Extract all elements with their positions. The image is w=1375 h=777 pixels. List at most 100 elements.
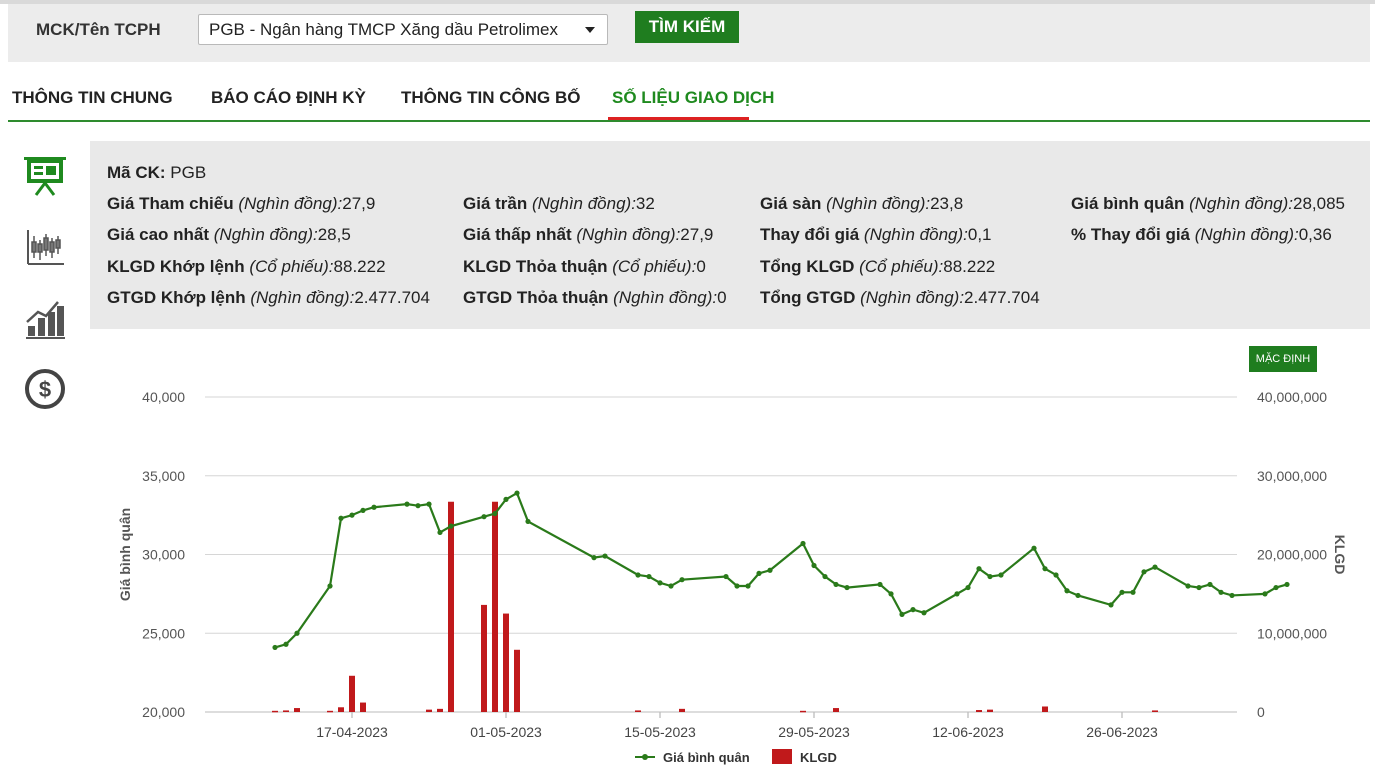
volume-bar [448,501,454,712]
search-button[interactable]: TÌM KIẾM [635,11,739,43]
info-item: % Thay đổi giá (Nghìn đồng):0,36 [1071,225,1332,245]
price-point [800,540,806,547]
y-tick-label-left: 30,000 [142,547,185,563]
price-point [635,572,641,578]
price-point [954,591,960,597]
volume-bar [327,710,333,713]
info-unit: (Nghìn đồng): [613,288,718,307]
price-point [404,501,410,507]
info-unit: (Cổ phiếu): [249,257,334,276]
price-point [338,515,344,521]
info-label: Giá bình quân [1071,194,1190,213]
info-unit: (Nghìn đồng): [860,288,965,307]
info-value: 88.222 [333,257,386,276]
info-label: % Thay đổi giá [1071,225,1195,244]
trading-info-panel: Mã CK: PGB Giá Tham chiếu (Nghìn đồng):2… [90,141,1370,329]
info-item: Giá sàn (Nghìn đồng):23,8 [760,194,963,214]
price-point [976,566,982,572]
price-point [272,644,278,651]
tab-general-info[interactable]: THÔNG TIN CHUNG [12,88,173,107]
info-label: Tổng KLGD [760,257,860,276]
tab-trading-data[interactable]: SỐ LIỆU GIAO DỊCH [612,88,775,107]
price-point [745,583,751,589]
active-tab-indicator [608,117,749,120]
y-tick-label-left: 40,000 [142,389,185,405]
search-bar: MCK/Tên TCPH PGB - Ngân hàng TMCP Xăng d… [8,4,1370,62]
price-line [274,491,1288,649]
x-tick-label: 26-06-2023 [1086,724,1158,740]
info-unit: (Nghìn đồng): [531,194,636,213]
info-item: Giá Tham chiếu (Nghìn đồng):27,9 [107,194,375,214]
info-item: Giá bình quân (Nghìn đồng):28,085 [1071,194,1345,214]
info-item: KLGD Khớp lệnh (Cổ phiếu):88.222 [107,257,386,277]
price-point [877,581,883,588]
info-value: 28,5 [317,225,351,244]
dollar-coin-icon[interactable]: $ [24,368,66,410]
y-tick-label-left: 35,000 [142,468,185,484]
price-volume-chart: 20,000 25,000 30,000 35,000 40,000 0 10,000,00… [117,389,1348,765]
info-label: Giá Tham chiếu [107,194,239,213]
price-point [965,584,971,591]
tab-disclosures[interactable]: THÔNG TIN CÔNG BỐ [401,88,581,107]
price-point [591,555,597,561]
price-point [1196,584,1202,591]
volume-bar [360,702,366,712]
volume-bar [338,707,344,712]
presentation-icon[interactable] [24,155,66,197]
growth-chart-icon[interactable] [24,298,66,340]
price-point [1053,572,1059,578]
y-tick-label-right: 40,000,000 [1257,389,1327,405]
volume-bar [492,501,498,712]
volume-bar [800,710,806,713]
tab-periodic-reports[interactable]: BÁO CÁO ĐỊNH KỲ [211,88,366,107]
stock-code: Mã CK: PGB [107,163,207,182]
volume-bar [272,710,278,713]
price-point [657,580,663,586]
volume-bar [987,709,993,712]
info-unit: (Nghìn đồng): [863,225,968,244]
price-point [1042,566,1048,572]
volume-bar [679,708,685,712]
chart-area: 20,000 25,000 30,000 35,000 40,000 0 10,000,00… [90,329,1370,772]
info-item: Thay đổi giá (Nghìn đồng):0,1 [760,225,992,245]
volume-bar [976,710,982,712]
price-point [910,607,916,613]
y-axis-label-left: Giá bình quân [117,508,133,601]
default-view-button[interactable]: MẶC ĐỊNH [1249,346,1317,372]
volume-bar [294,708,300,712]
price-point [602,553,608,559]
price-point [514,490,520,496]
price-point [646,573,652,580]
info-value: 27,9 [342,194,376,213]
chevron-down-icon [585,27,595,33]
company-select[interactable]: PGB - Ngân hàng TMCP Xăng dầu Petrolimex [198,14,608,45]
company-select-value: PGB - Ngân hàng TMCP Xăng dầu Petrolimex [209,20,558,39]
price-point [371,504,377,510]
info-label: Thay đổi giá [760,225,864,244]
info-label: Tổng GTGD [760,288,861,307]
price-point [415,503,421,509]
x-tick-label: 17-04-2023 [316,724,388,740]
legend-line-dot [642,754,648,760]
info-value: 2.477.704 [354,288,430,307]
price-point [1273,584,1279,591]
price-point [294,630,300,636]
price-point [734,583,740,589]
volume-bar [481,604,487,712]
y-tick-label-right: 0 [1257,704,1265,720]
info-item: Giá trần (Nghìn đồng):32 [463,194,655,214]
price-point [1207,581,1213,588]
price-point [492,510,498,517]
volume-bar [833,708,839,712]
top-strip [0,0,1375,4]
info-unit: (Cổ phiếu): [859,257,944,276]
volume-bar [1152,710,1158,712]
candlestick-chart-icon[interactable] [24,226,66,268]
info-item: GTGD Thỏa thuận (Nghìn đồng):0 [463,288,727,308]
info-value: 88.222 [943,257,996,276]
price-point [448,523,454,529]
info-item: KLGD Thỏa thuận (Cổ phiếu):0 [463,257,706,277]
price-point [756,570,762,576]
price-point [767,567,773,573]
price-point [525,518,531,525]
